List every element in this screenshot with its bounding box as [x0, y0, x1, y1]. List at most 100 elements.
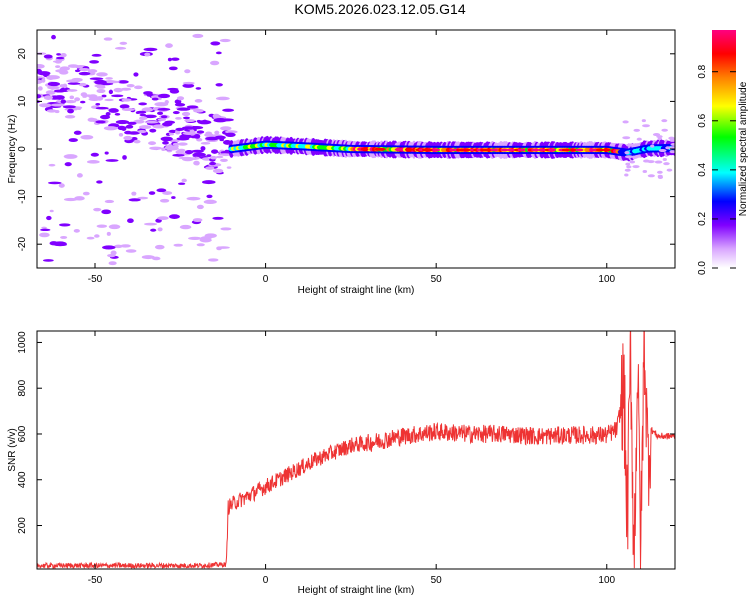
spectrogram-cell [175, 127, 185, 131]
spectrogram-cell [179, 134, 193, 139]
spectrogram-y-tick-label: -10 [17, 189, 28, 204]
spectrogram-cell [127, 218, 134, 224]
spectrogram-cell [66, 89, 78, 92]
spectrogram-cell [220, 150, 229, 155]
snr-x-label: Height of straight line (km) [298, 585, 415, 596]
spectrogram-cell [360, 147, 369, 151]
spectrogram-cell [73, 130, 82, 135]
spectrogram-cell [205, 166, 215, 170]
spectrogram-cell [58, 223, 71, 227]
spectrogram-cell [186, 105, 199, 109]
spectrogram-cell [121, 126, 127, 131]
spectrogram-cell [133, 139, 141, 144]
spectrogram-cell [174, 130, 181, 135]
spectrogram-cell [76, 173, 83, 178]
spectrogram-cell [95, 120, 106, 124]
spectrogram-cell [60, 99, 67, 104]
spectrogram-cell [548, 148, 557, 152]
colorbar-tick-label: 0.8 [697, 64, 708, 78]
spectrogram-cell [128, 198, 141, 202]
spectrogram-cell [622, 120, 629, 124]
spectrogram-cell [46, 109, 57, 113]
spectrogram-cell [176, 96, 185, 101]
spectrogram-cell [74, 97, 81, 102]
spectrogram-cell [214, 135, 226, 140]
spectrogram-cell [144, 222, 158, 226]
spectrogram-cell [425, 148, 434, 152]
spectrogram-cell [186, 196, 201, 201]
spectrogram-cell [78, 82, 87, 87]
spectrogram-cell [175, 117, 182, 120]
spectrogram-cell [64, 114, 76, 119]
spectrogram-cell [67, 82, 81, 85]
spectrogram-cell [632, 165, 640, 169]
spectrogram-cell [101, 209, 112, 215]
spectrogram-cell [102, 245, 116, 250]
spectrogram-cell [86, 236, 95, 240]
spectrogram-cell [211, 149, 219, 154]
spectrogram-cell [64, 100, 77, 104]
spectrogram-cell [157, 108, 171, 111]
spectrogram-cell [182, 116, 190, 120]
spectrogram-cell [87, 117, 96, 122]
spectrogram-cell [106, 231, 111, 236]
spectrogram-cell [210, 60, 220, 66]
spectrogram-cell [90, 152, 99, 157]
spectrogram-cell [41, 226, 47, 230]
spectrogram-cell [96, 72, 108, 77]
spectrogram-cell [133, 72, 139, 77]
spectrogram-cell [195, 87, 202, 90]
spectrogram-cell [177, 142, 188, 146]
spectrogram-cell [462, 148, 471, 152]
spectrogram-cell [668, 136, 675, 140]
spectrogram-cell [212, 168, 224, 174]
spectrogram-cell [53, 241, 67, 247]
spectrogram-cell [105, 77, 113, 80]
snr-series-line [37, 331, 675, 569]
spectrogram-cell [137, 130, 147, 134]
spectrogram-cell [67, 108, 74, 114]
spectrogram-cell [157, 111, 164, 115]
spectrogram-cell [162, 122, 173, 127]
spectrogram-x-tick-label: 100 [598, 274, 615, 285]
spectrogram-cell [662, 157, 667, 161]
spectrogram-cell [531, 148, 540, 152]
spectrogram-cell [149, 146, 163, 150]
spectrogram-cell [190, 149, 204, 153]
spectrogram-cell [642, 170, 648, 174]
spectrogram-cell [96, 85, 106, 89]
spectrogram-cell [63, 154, 78, 159]
spectrogram-cell [654, 160, 663, 164]
spectrogram-cell [96, 224, 108, 228]
spectrogram-cell [181, 178, 187, 183]
spectrogram-cell [68, 138, 78, 143]
spectrogram-cell [182, 81, 195, 85]
spectrogram-cell [666, 168, 673, 172]
spectrogram-cell [670, 142, 675, 146]
spectrogram-cell [561, 148, 570, 152]
spectrogram-cell [60, 53, 67, 58]
spectrogram-cell [165, 43, 173, 49]
spectrogram-cell [196, 130, 205, 134]
spectrogram-cell [94, 234, 100, 238]
spectrogram-cell [181, 126, 196, 130]
spectrogram-cell [67, 64, 79, 68]
spectrogram-cell [121, 107, 136, 112]
spectrogram-cell [39, 232, 50, 238]
spectrogram-cell [137, 196, 149, 200]
spectrogram-cell [665, 146, 671, 150]
spectrogram-cell [182, 131, 196, 135]
snr-y-tick-label: 1000 [17, 331, 28, 354]
snr-x-ticks: -50 0 50 100 [88, 331, 616, 586]
spectrogram-cell [143, 47, 158, 52]
spectrogram-cell [663, 162, 670, 166]
spectrogram-cell [151, 97, 159, 101]
spectrogram-cell [192, 218, 203, 223]
spectrogram-cell [657, 174, 663, 178]
spectrogram-cell [101, 94, 107, 98]
spectrogram-cell [624, 155, 633, 159]
spectrogram-cell [203, 199, 217, 205]
spectrogram-cell [517, 148, 526, 152]
spectrogram-cell [172, 153, 185, 157]
spectrogram-cell [432, 148, 441, 152]
